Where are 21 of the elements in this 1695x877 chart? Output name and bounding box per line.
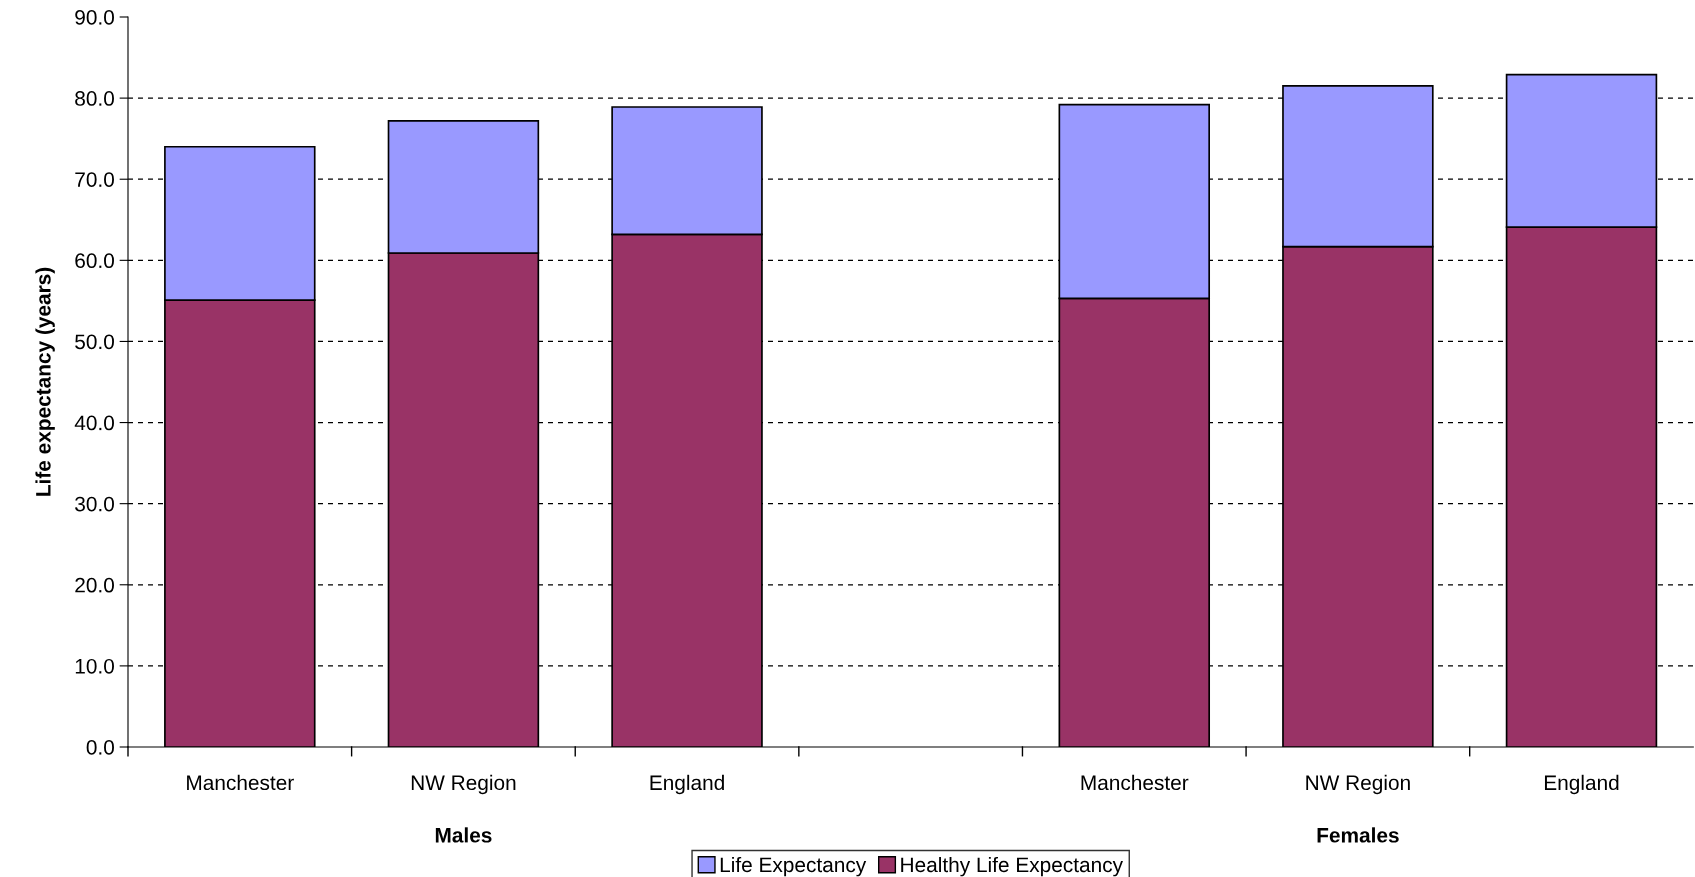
y-tick-label: 80.0	[75, 91, 114, 106]
y-tick-label: 50.0	[75, 334, 114, 350]
x-tick-label: NW Region	[411, 774, 516, 795]
y-tick-label: 90.0	[75, 10, 114, 25]
legend-label: Life Expectancy	[720, 856, 867, 877]
y-tick-label: 0.0	[86, 740, 114, 755]
text: Males	[435, 827, 492, 843]
x-tick-label: England	[650, 774, 724, 795]
y-tick-label: 40.0	[74, 415, 114, 431]
x-tick-label: NW Region	[1306, 774, 1410, 795]
x-tick-label: Manchester	[187, 774, 294, 791]
y-tick-label: 10.0	[75, 658, 114, 674]
x-tick-label: Manchester	[1081, 774, 1189, 791]
legend-label: Healthy Life Expectancy	[901, 856, 1123, 877]
y-tick-label: 60.0	[75, 253, 114, 269]
y-tick-label: 30.0	[75, 496, 114, 512]
y-tick-label: 20.0	[75, 577, 114, 593]
y-axis-title: Life expectancy (years)	[35, 267, 55, 496]
text: Females	[1317, 827, 1399, 843]
y-tick-label: 70.0	[75, 172, 114, 187]
x-tick-label: England	[1544, 774, 1619, 795]
